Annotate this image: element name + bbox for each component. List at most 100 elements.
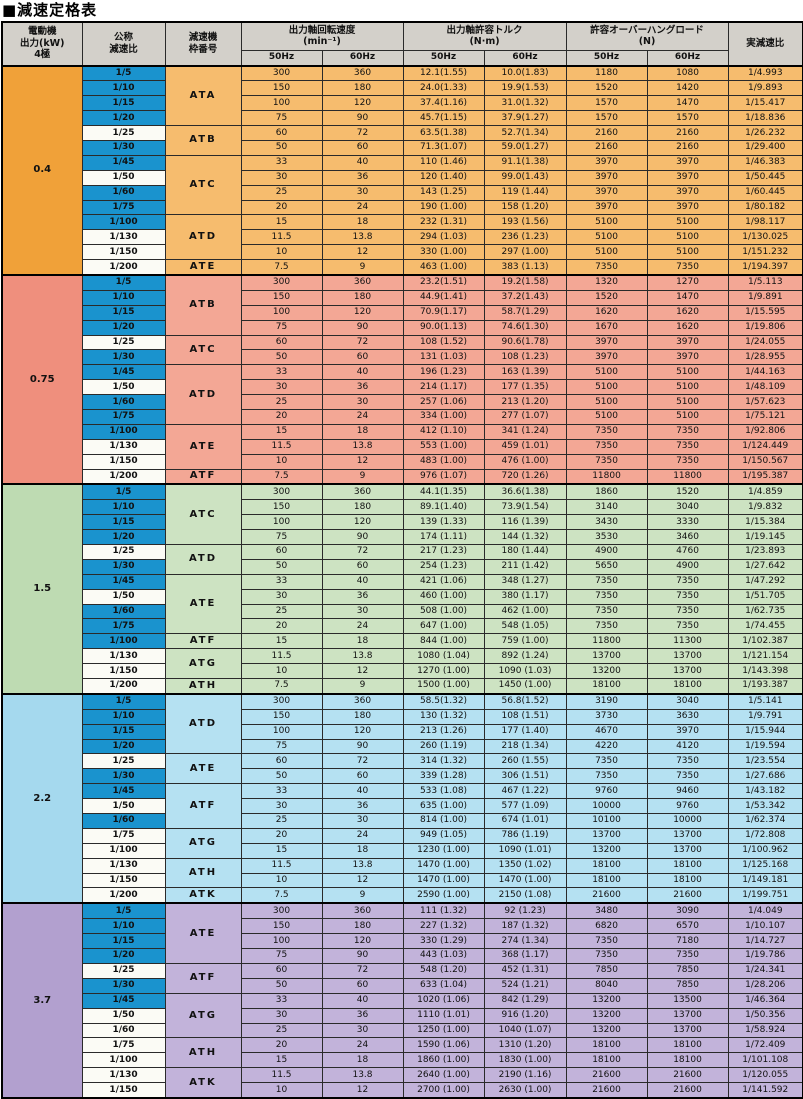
overhung-load-50hz-cell: 4220 <box>565 738 648 755</box>
nominal-ratio-cell: 1/10 <box>81 289 166 306</box>
overhung-load-60hz-cell: 13700 <box>646 663 729 680</box>
actual-ratio-cell: 1/4.993 <box>727 64 803 82</box>
overhung-load-60hz-cell: 1470 <box>646 289 729 306</box>
overhung-load-60hz-cell: 18100 <box>646 1052 729 1069</box>
overhung-load-60hz-cell: 7850 <box>646 977 729 994</box>
overhung-load-60hz-cell: 4120 <box>646 738 729 755</box>
torque-60hz-cell: 10.0(1.83) <box>483 64 567 82</box>
table-row: 1/25 ATE 60 72 314 (1.32) 260 (1.55) 7350 7350 1… <box>2 753 803 785</box>
actual-ratio-cell: 1/19.594 <box>727 738 803 755</box>
table-row: 0.75 1/5 ATB 300 360 23.2(1.51) 19.2(1.58) 1320… <box>1 273 803 485</box>
actual-ratio-cell: 1/27.686 <box>727 768 803 785</box>
overhung-load-60hz-cell: 4900 <box>646 558 729 575</box>
actual-ratio-cell: 1/199.751 <box>727 887 803 904</box>
speed-60hz-cell: 12 <box>321 453 404 470</box>
overhung-load-60hz-cell: 3040 <box>646 499 729 516</box>
torque-50hz-cell: 196 (1.23) <box>402 364 485 381</box>
overhung-load-60hz-cell: 13700 <box>646 827 729 844</box>
speed-60hz-cell: 24 <box>321 827 404 844</box>
overhung-load-50hz-cell: 7350 <box>565 768 648 785</box>
actual-ratio-cell: 1/50.356 <box>727 1007 803 1024</box>
overhung-load-50hz-cell: 7350 <box>565 618 648 635</box>
frame-number-cell: ATD <box>164 692 242 755</box>
torque-60hz-cell: 1470 (1.00) <box>483 872 567 889</box>
nominal-ratio-cell: 1/100 <box>81 1052 166 1069</box>
torque-50hz-cell: 976 (1.07) <box>402 468 485 485</box>
speed-60hz-cell: 180 <box>321 499 404 516</box>
speed-50hz-cell: 100 <box>240 95 323 112</box>
overhung-load-60hz-cell: 7350 <box>646 259 729 276</box>
torque-50hz-cell: 647 (1.00) <box>402 618 485 635</box>
speed-50hz-cell: 150 <box>240 289 323 306</box>
nominal-ratio-cell: 1/200 <box>81 468 166 485</box>
torque-60hz-cell: 577 (1.09) <box>483 798 567 815</box>
actual-ratio-cell: 1/194.397 <box>727 259 803 276</box>
speed-50hz-cell: 50 <box>240 349 323 366</box>
overhung-load-60hz-cell: 21600 <box>646 887 729 904</box>
table-row: 1/130 ATH 11.5 13.8 1470 (1.00) 1350 (1.02) 18… <box>2 857 803 889</box>
torque-50hz-cell: 483 (1.00) <box>402 453 485 470</box>
nominal-ratio-cell: 1/20 <box>81 319 166 336</box>
nominal-ratio-cell: 1/150 <box>81 872 166 889</box>
actual-ratio-cell: 1/19.806 <box>727 319 803 336</box>
actual-ratio-cell: 1/50.445 <box>727 169 803 186</box>
actual-ratio-cell: 1/62.374 <box>727 813 803 829</box>
frame-number-cell: ATE <box>164 573 242 635</box>
header-overhung-load: 許容オーバーハングロード (N) <box>565 21 729 51</box>
actual-ratio-cell: 1/4.049 <box>727 902 803 920</box>
overhung-load-60hz-cell: 11300 <box>646 633 729 650</box>
actual-ratio-cell: 1/24.055 <box>727 334 803 351</box>
torque-60hz-cell: 548 (1.05) <box>483 618 567 635</box>
speed-50hz-cell: 50 <box>240 558 323 575</box>
nominal-ratio-cell: 1/100 <box>81 633 166 650</box>
table-row: 1/150 10 12 330 (1.00) 297 (1.00) 5100 5100 1/1… <box>2 244 803 261</box>
table-row: 1/60 25 30 257 (1.06) 213 (1.20) 5100 5100 1/57… <box>2 394 803 410</box>
actual-ratio-cell: 1/60.445 <box>727 184 803 201</box>
speed-50hz-cell: 75 <box>240 738 323 755</box>
speed-60hz-cell: 40 <box>321 573 404 590</box>
torque-60hz-cell: 90.6(1.78) <box>483 334 567 351</box>
overhung-load-60hz-cell: 7350 <box>646 588 729 605</box>
overhung-load-60hz-cell: 3970 <box>646 184 729 201</box>
overhung-load-50hz-cell: 7350 <box>565 753 648 770</box>
overhung-load-60hz-cell: 6570 <box>646 918 729 935</box>
nominal-ratio-cell: 1/10 <box>81 80 166 97</box>
torque-50hz-cell: 844 (1.00) <box>402 633 485 650</box>
page-title: ■減速定格表 <box>2 1 98 19</box>
torque-60hz-cell: 759 (1.00) <box>483 633 567 650</box>
speed-50hz-cell: 100 <box>240 514 323 531</box>
torque-60hz-cell: 842 (1.29) <box>483 992 567 1009</box>
overhung-load-50hz-cell: 18100 <box>565 872 648 889</box>
torque-50hz-cell: 260 (1.19) <box>402 738 485 755</box>
frame-number-cell: ATB <box>164 125 242 156</box>
speed-50hz-cell: 300 <box>240 902 323 920</box>
torque-60hz-cell: 277 (1.07) <box>483 408 567 425</box>
speed-50hz-cell: 10 <box>240 663 323 680</box>
table-row: 1/50 30 36 460 (1.00) 380 (1.17) 7350 7350 1/51… <box>2 588 803 605</box>
speed-50hz-cell: 50 <box>240 977 323 994</box>
speed-60hz-cell: 60 <box>321 139 404 156</box>
speed-50hz-cell: 25 <box>240 184 323 201</box>
speed-60hz-cell: 120 <box>321 723 404 740</box>
speed-50hz-cell: 50 <box>240 139 323 156</box>
frame-number-cell: ATH <box>164 857 242 889</box>
overhung-load-50hz-cell: 1570 <box>565 110 648 127</box>
speed-50hz-cell: 30 <box>240 1007 323 1024</box>
subheader-speed-50hz: 50Hz <box>240 49 323 66</box>
table-row: 3.7 1/5 ATE 300 360 111 (1.32) 92 (1.23) 3480 30… <box>1 902 803 1099</box>
overhung-load-60hz-cell: 7350 <box>646 948 729 964</box>
overhung-load-60hz-cell: 3970 <box>646 169 729 186</box>
nominal-ratio-cell: 1/100 <box>81 214 166 231</box>
table-row: 1/75 20 24 647 (1.00) 548 (1.05) 7350 7350 1/74… <box>2 618 803 635</box>
torque-50hz-cell: 1470 (1.00) <box>402 872 485 889</box>
nominal-ratio-cell: 1/30 <box>81 558 166 575</box>
torque-60hz-cell: 1450 (1.00) <box>483 678 567 695</box>
nominal-ratio-cell: 1/20 <box>81 529 166 545</box>
nominal-ratio-cell: 1/75 <box>81 827 166 844</box>
overhung-load-50hz-cell: 7350 <box>565 588 648 605</box>
nominal-ratio-cell: 1/5 <box>81 692 166 710</box>
header-actual-ratio: 実減速比 <box>727 21 803 66</box>
overhung-load-50hz-cell: 3730 <box>565 708 648 725</box>
frame-number-cell: ATC <box>164 483 242 546</box>
